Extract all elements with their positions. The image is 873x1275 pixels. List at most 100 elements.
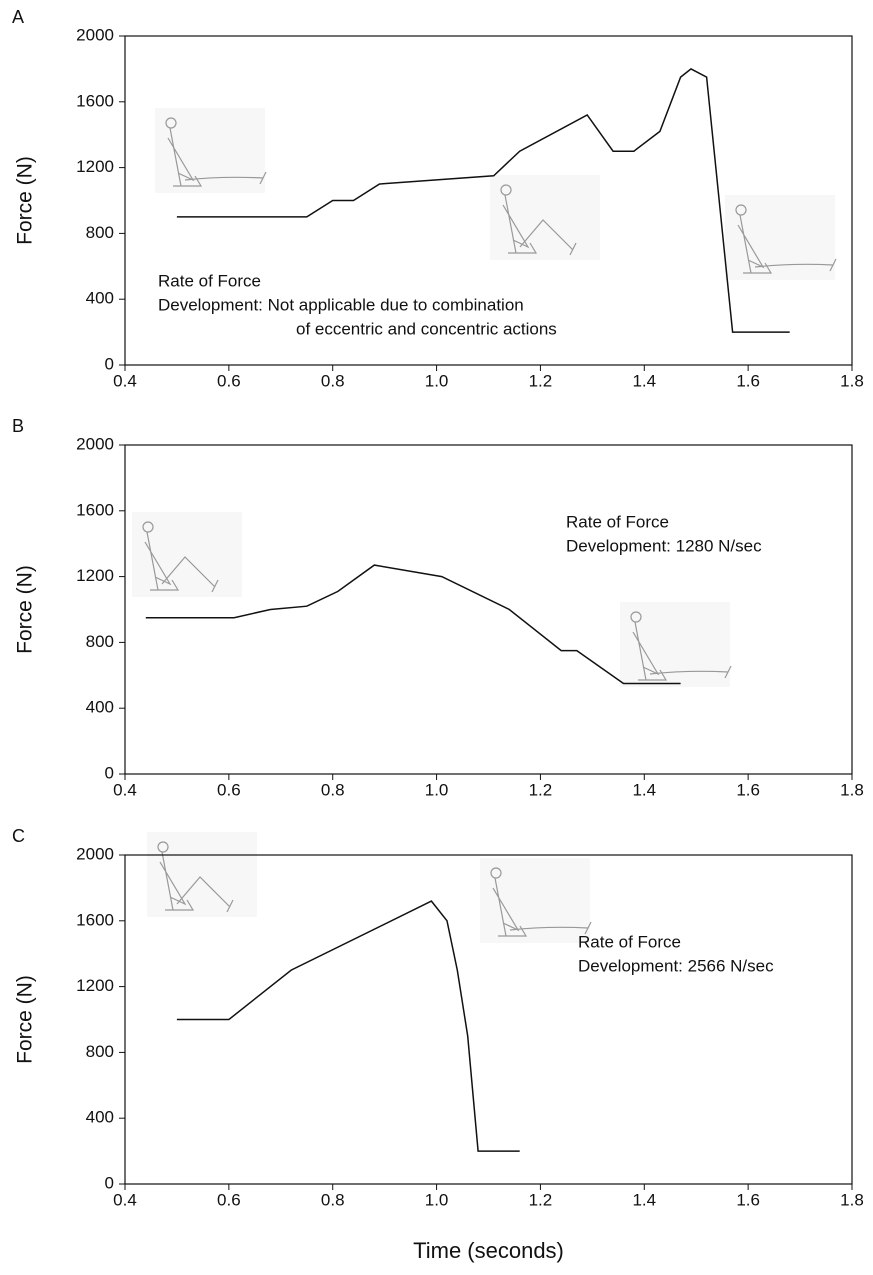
plot-frame: [124, 35, 853, 366]
figure-head: [490, 867, 502, 879]
x-tick-label: 1.8: [840, 371, 864, 390]
x-tick-label: 1.2: [529, 780, 553, 799]
y-tick-label: 1600: [76, 910, 114, 929]
y-axis-title: Force (N): [14, 565, 37, 654]
stick-figure: [147, 832, 257, 917]
x-tick-label: 1.4: [632, 371, 656, 390]
y-tick-label: 400: [86, 1108, 114, 1127]
figure-body: [737, 214, 765, 274]
figure-leg: [509, 921, 592, 935]
figure-background: [480, 858, 590, 943]
x-axis-title: Time (seconds): [413, 1238, 564, 1263]
figure-background: [490, 175, 600, 260]
y-tick-label: 400: [86, 698, 114, 717]
figure-leg: [519, 219, 577, 256]
figure-head: [735, 204, 747, 216]
y-tick-label: 0: [105, 354, 114, 373]
x-tick-label: 1.0: [425, 780, 449, 799]
plot-frame: [124, 854, 853, 1185]
y-tick-label: 800: [86, 632, 114, 651]
stick-figure: [620, 602, 732, 687]
y-tick-label: 2000: [76, 25, 114, 44]
figure-body: [144, 531, 172, 591]
y-tick-label: 1200: [76, 566, 114, 585]
x-tick-label: 1.8: [840, 1190, 864, 1209]
force-line: [176, 900, 520, 1152]
figure-leg: [184, 171, 267, 185]
x-tick-label: 1.4: [632, 1190, 656, 1209]
x-tick-label: 0.4: [113, 780, 137, 799]
x-tick-label: 0.4: [113, 371, 137, 390]
figure-body: [492, 877, 520, 937]
x-tick-label: 0.8: [321, 371, 345, 390]
y-tick-label: 2000: [76, 434, 114, 453]
figure-background: [132, 512, 242, 597]
figure-head: [630, 611, 642, 623]
y-tick-label: 0: [105, 1173, 114, 1192]
y-axis-title: Force (N): [14, 156, 37, 245]
force-line: [145, 564, 681, 685]
y-tick-label: 1200: [76, 976, 114, 995]
x-tick-label: 1.0: [425, 371, 449, 390]
x-tick-label: 1.6: [736, 371, 760, 390]
x-tick-label: 1.0: [425, 1190, 449, 1209]
plot-frame: [124, 444, 853, 775]
figure-leg: [754, 258, 837, 272]
panel-label: C: [12, 826, 25, 846]
y-tick-label: 0: [105, 763, 114, 782]
annotation: Development: 2566 N/sec: [578, 956, 774, 975]
stick-figure: [132, 512, 242, 597]
annotation: Rate of Force: [566, 512, 669, 531]
x-tick-label: 0.6: [217, 371, 241, 390]
x-tick-label: 0.4: [113, 1190, 137, 1209]
y-tick-label: 800: [86, 223, 114, 242]
figure-leg: [649, 665, 732, 679]
x-tick-label: 1.2: [529, 1190, 553, 1209]
force-line: [176, 68, 790, 333]
figure-background: [155, 108, 265, 193]
figure-head: [142, 521, 154, 533]
annotation: Rate of Force: [158, 271, 261, 290]
panel-label: A: [12, 7, 24, 27]
figure-background: [620, 602, 730, 687]
y-axis-title: Force (N): [14, 975, 37, 1064]
x-tick-label: 1.8: [840, 780, 864, 799]
stick-figure: [725, 195, 837, 280]
figure-body: [167, 127, 195, 187]
stick-figure: [490, 175, 600, 260]
figure-seat: [508, 242, 538, 254]
x-tick-label: 1.6: [736, 1190, 760, 1209]
annotation: Development: Not applicable due to combi…: [158, 295, 524, 314]
figure-background: [725, 195, 835, 280]
y-tick-label: 2000: [76, 844, 114, 863]
figure-body: [632, 621, 660, 681]
figure-leg: [161, 556, 219, 593]
annotation: Development: 1280 N/sec: [566, 536, 762, 555]
x-tick-label: 1.4: [632, 780, 656, 799]
y-tick-label: 1600: [76, 91, 114, 110]
figure-body: [502, 194, 530, 254]
figure-head: [157, 841, 169, 853]
figure-body: [159, 851, 187, 911]
figure-seat: [165, 899, 195, 911]
figure-leg: [176, 876, 234, 913]
x-tick-label: 0.6: [217, 1190, 241, 1209]
figure-head: [165, 117, 177, 129]
figure-head: [500, 184, 512, 196]
x-tick-label: 0.6: [217, 780, 241, 799]
y-tick-label: 400: [86, 289, 114, 308]
y-tick-label: 1600: [76, 500, 114, 519]
x-tick-label: 0.8: [321, 780, 345, 799]
y-tick-label: 1200: [76, 157, 114, 176]
y-tick-label: 800: [86, 1042, 114, 1061]
x-tick-label: 0.8: [321, 1190, 345, 1209]
stick-figure: [480, 858, 592, 943]
x-tick-label: 1.2: [529, 371, 553, 390]
annotation: Rate of Force: [578, 932, 681, 951]
stick-figure: [155, 108, 267, 193]
annotation: of eccentric and concentric actions: [296, 319, 557, 338]
x-tick-label: 1.6: [736, 780, 760, 799]
figure-background: [147, 832, 257, 917]
figure-seat: [150, 579, 180, 591]
